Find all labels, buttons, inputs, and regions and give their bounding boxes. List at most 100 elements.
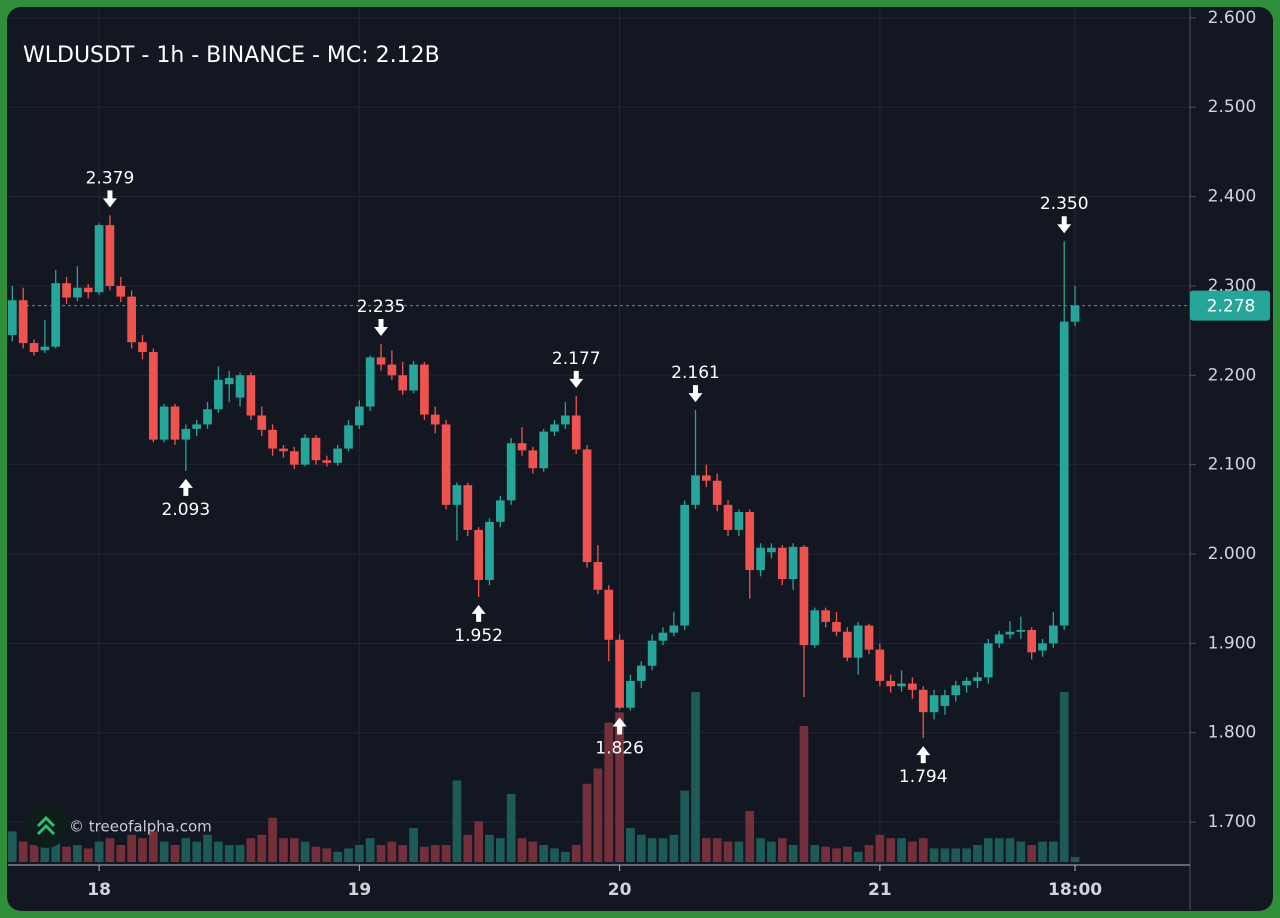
candle-body — [691, 475, 700, 505]
candle-body — [365, 357, 375, 407]
annotation-arrow — [471, 604, 486, 622]
volume-bar — [615, 712, 624, 862]
candle-body — [626, 680, 635, 708]
candle-body — [680, 504, 690, 626]
volume-bar — [8, 831, 17, 862]
candle-body — [441, 424, 451, 505]
candle-body — [420, 364, 429, 415]
y-tick-label: 2.400 — [1208, 187, 1257, 207]
candle-body — [279, 448, 288, 452]
candle-body — [333, 448, 342, 463]
candle-body — [192, 424, 202, 429]
x-tick-label: 18 — [87, 880, 111, 900]
volume-bar — [62, 846, 71, 862]
volume-bar — [73, 845, 82, 862]
candle-body — [485, 521, 494, 580]
y-tick-label: 2.100 — [1208, 455, 1257, 475]
candle-body — [918, 689, 928, 713]
candle-body — [268, 429, 277, 449]
candle-body — [159, 406, 169, 440]
annotation-arrow — [916, 746, 931, 764]
volume-bar — [799, 726, 809, 862]
candle-body — [929, 695, 939, 713]
volume-bar — [203, 834, 212, 862]
candle-body — [1016, 629, 1026, 632]
candle-body — [983, 643, 993, 678]
volume-bar — [908, 841, 917, 862]
volume-bar — [777, 838, 787, 862]
candle-body — [723, 504, 733, 530]
candle-body — [788, 546, 798, 580]
volume-bar — [214, 841, 223, 862]
candle-body — [409, 364, 418, 391]
candle-body — [506, 443, 516, 501]
candle-body — [73, 287, 82, 298]
volume-bar — [116, 845, 126, 862]
candle-body — [810, 610, 820, 646]
candle-body — [940, 695, 950, 706]
candle-body — [29, 343, 39, 353]
volume-bar — [51, 841, 61, 862]
annotation-arrow — [178, 478, 193, 496]
volume-bar — [40, 845, 50, 862]
candle-body — [561, 415, 570, 425]
volume-bar — [571, 845, 581, 862]
volume-bar — [582, 783, 592, 862]
candle-body — [51, 283, 61, 347]
candle-body — [897, 683, 906, 687]
volume-bar — [626, 828, 635, 862]
volume-bar — [669, 834, 679, 862]
candle-body — [1070, 305, 1080, 322]
y-tick-label: 1.900 — [1208, 633, 1257, 653]
volume-bar — [604, 722, 614, 862]
candle-body — [517, 443, 527, 451]
volume-bar — [398, 845, 408, 862]
volume-bar — [734, 841, 744, 862]
candle-body — [994, 634, 1004, 644]
volume-bar — [420, 846, 429, 862]
candle-body — [148, 352, 158, 440]
candle-body — [344, 425, 353, 449]
x-tick-label: 20 — [608, 880, 632, 900]
candle-body — [289, 451, 299, 465]
volume-bar — [962, 848, 971, 862]
volume-bar — [810, 845, 820, 862]
overlay-layer: 2.379 2.093 2.235 1.952 2.177 1.826 2.161 1.794… — [8, 168, 1190, 787]
y-tick-label: 2.200 — [1208, 365, 1257, 385]
annotation-label: 1.826 — [595, 739, 644, 759]
annotation-label: 2.093 — [162, 500, 211, 520]
volume-bar — [463, 834, 473, 862]
volume-bar — [235, 845, 245, 862]
volume-bar — [745, 811, 755, 862]
candle-body — [604, 589, 614, 640]
candle-body — [40, 346, 50, 351]
candle-body — [224, 377, 234, 385]
y-tick-label: 2.000 — [1208, 544, 1257, 564]
volume-bar — [561, 851, 570, 862]
candle-body — [376, 357, 386, 365]
volume-bar — [127, 834, 136, 862]
volume-bar — [344, 848, 353, 862]
volume-bar — [723, 841, 733, 862]
y-tick-label: 2.600 — [1208, 8, 1257, 28]
annotation-arrow — [569, 370, 584, 388]
volume-bar — [539, 845, 549, 862]
annotation-arrow — [374, 319, 389, 337]
x-tick-label: 18:00 — [1048, 880, 1102, 900]
x-tick-label: 21 — [868, 880, 892, 900]
volume-bar — [832, 848, 841, 862]
candle-body — [550, 424, 559, 432]
volume-bar — [842, 846, 852, 862]
volume-bar — [1016, 841, 1026, 862]
candle-body — [94, 225, 104, 293]
watermark: © treeofalpha.com — [69, 818, 212, 836]
volume-bar — [138, 838, 147, 862]
volume-bar — [94, 841, 104, 862]
candle-body — [593, 562, 603, 590]
volume-bar — [159, 841, 169, 862]
x-tick-label: 19 — [348, 880, 372, 900]
volume-bar — [485, 834, 494, 862]
candle-body — [908, 683, 917, 690]
volume-bar — [1059, 692, 1069, 862]
